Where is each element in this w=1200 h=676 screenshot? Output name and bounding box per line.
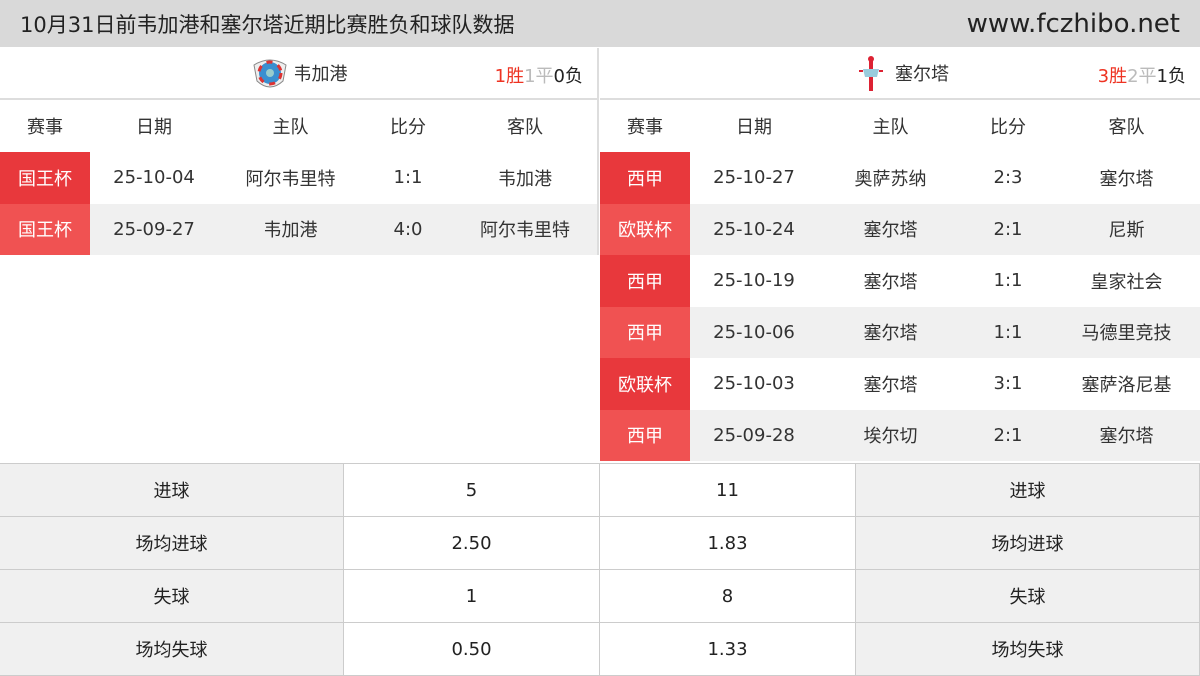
match-score[interactable]: 4:0 xyxy=(393,218,423,240)
competition-badge[interactable]: 西甲 xyxy=(600,255,690,307)
team-name[interactable]: 塞尔塔 xyxy=(895,64,949,85)
match-row[interactable]: 西甲 25-10-06 塞尔塔 1:1 马德里竞技 xyxy=(600,306,1200,358)
competition-badge[interactable]: 西甲 xyxy=(600,409,690,461)
right-stat-value: 8 xyxy=(600,570,856,622)
stat-label: 失球 xyxy=(0,570,344,622)
home-team[interactable]: 阿尔韦里特 xyxy=(245,168,336,190)
stats-table: 进球 5 11 进球 场均进球 2.50 1.83 场均进球 失球 1 8 失球 场均… xyxy=(0,463,1200,676)
home-team[interactable]: 塞尔塔 xyxy=(863,374,918,396)
away-team[interactable]: 阿尔韦里特 xyxy=(480,220,570,242)
stat-label: 场均失球 xyxy=(856,623,1200,675)
stat-label: 场均失球 xyxy=(0,623,344,675)
stat-row: 失球 1 8 失球 xyxy=(0,570,1200,623)
stat-label: 进球 xyxy=(0,464,344,516)
stat-row: 进球 5 11 进球 xyxy=(0,464,1200,517)
match-row[interactable]: 西甲 25-09-28 埃尔切 2:1 塞尔塔 xyxy=(600,409,1200,461)
left-team-panel: 韦加港 1胜1平0负 赛事 日期 主队 比分 客队 国王杯 25-10-04 阿尔韦里特… xyxy=(0,48,599,255)
match-score[interactable]: 1:1 xyxy=(393,167,423,189)
away-team[interactable]: 尼斯 xyxy=(1108,220,1145,242)
left-stat-value: 5 xyxy=(344,464,600,516)
team-record: 1胜1平0负 xyxy=(494,66,583,87)
match-row[interactable]: 欧联杯 25-10-03 塞尔塔 3:1 塞萨洛尼基 xyxy=(600,358,1200,410)
competition-badge[interactable]: 欧联杯 xyxy=(600,358,690,410)
right-stat-value: 1.33 xyxy=(600,623,856,675)
stat-label: 场均进球 xyxy=(856,517,1200,569)
home-team[interactable]: 塞尔塔 xyxy=(863,220,918,242)
stat-label: 场均进球 xyxy=(0,517,344,569)
home-team[interactable]: 奥萨苏纳 xyxy=(854,168,927,190)
competition-badge[interactable]: 西甲 xyxy=(600,306,690,358)
match-score[interactable]: 2:3 xyxy=(993,167,1023,189)
left-stat-value: 0.50 xyxy=(344,623,600,675)
competition-badge[interactable]: 西甲 xyxy=(600,152,690,204)
team-record: 3胜2平1负 xyxy=(1097,66,1186,87)
home-team[interactable]: 塞尔塔 xyxy=(863,323,918,345)
team-header: 韦加港 1胜1平0负 xyxy=(0,48,597,100)
match-row[interactable]: 西甲 25-10-27 奥萨苏纳 2:3 塞尔塔 xyxy=(600,152,1200,204)
right-stat-value: 11 xyxy=(600,464,856,516)
away-team[interactable]: 塞萨洛尼基 xyxy=(1081,374,1172,396)
left-stat-value: 2.50 xyxy=(344,517,600,569)
team-name[interactable]: 韦加港 xyxy=(293,64,348,85)
match-row[interactable]: 国王杯 25-10-04 阿尔韦里特 1:1 韦加港 xyxy=(0,152,597,204)
match-date: 25-09-27 xyxy=(113,218,195,240)
right-team-panel: 塞尔塔 3胜2平1负 赛事 日期 主队 比分 客队 西甲 25-10-27 奥萨苏纳 2… xyxy=(600,48,1200,461)
match-date: 25-10-04 xyxy=(113,167,195,189)
home-team[interactable]: 韦加港 xyxy=(263,220,318,242)
match-row[interactable]: 西甲 25-10-19 塞尔塔 1:1 皇家社会 xyxy=(600,255,1200,307)
page-title: 10月31日前韦加港和塞尔塔近期比赛胜负和球队数据 xyxy=(20,12,515,37)
left-stat-value: 1 xyxy=(344,570,600,622)
table-header: 赛事 日期 主队 比分 客队 xyxy=(27,117,543,138)
match-row[interactable]: 国王杯 25-09-27 韦加港 4:0 阿尔韦里特 xyxy=(0,203,597,255)
match-date: 25-09-28 xyxy=(713,424,795,446)
stat-label: 失球 xyxy=(856,570,1200,622)
stat-row: 场均失球 0.50 1.33 场均失球 xyxy=(0,623,1200,676)
match-date: 25-10-19 xyxy=(713,270,795,292)
away-team[interactable]: 皇家社会 xyxy=(1090,271,1163,293)
stat-row: 场均进球 2.50 1.83 场均进球 xyxy=(0,517,1200,570)
match-date: 25-10-24 xyxy=(713,218,795,240)
match-score[interactable]: 3:1 xyxy=(993,373,1023,395)
team-header: 塞尔塔 3胜2平1负 xyxy=(600,48,1200,100)
away-team[interactable]: 马德里竞技 xyxy=(1081,323,1172,345)
right-stat-value: 1.83 xyxy=(600,517,856,569)
match-score[interactable]: 2:1 xyxy=(993,218,1023,240)
match-score[interactable]: 2:1 xyxy=(993,424,1023,446)
match-date: 25-10-06 xyxy=(713,321,795,343)
vigo-port-logo-icon xyxy=(252,59,287,88)
competition-badge[interactable]: 国王杯 xyxy=(0,152,90,204)
title-bar: 10月31日前韦加港和塞尔塔近期比赛胜负和球队数据 www.fczhibo.ne… xyxy=(0,0,1200,47)
match-date: 25-10-03 xyxy=(713,373,795,395)
away-team[interactable]: 塞尔塔 xyxy=(1099,168,1154,190)
site-name[interactable]: www.fczhibo.net xyxy=(966,8,1180,39)
celta-logo-icon xyxy=(859,56,883,91)
home-team[interactable]: 埃尔切 xyxy=(863,426,918,448)
home-team[interactable]: 塞尔塔 xyxy=(863,271,918,293)
match-score[interactable]: 1:1 xyxy=(993,321,1023,343)
match-date: 25-10-27 xyxy=(713,167,795,189)
match-row[interactable]: 欧联杯 25-10-24 塞尔塔 2:1 尼斯 xyxy=(600,203,1200,255)
away-team[interactable]: 塞尔塔 xyxy=(1099,426,1154,448)
match-score[interactable]: 1:1 xyxy=(993,270,1023,292)
away-team[interactable]: 韦加港 xyxy=(498,168,552,190)
competition-badge[interactable]: 欧联杯 xyxy=(600,203,690,255)
stat-label: 进球 xyxy=(856,464,1200,516)
competition-badge[interactable]: 国王杯 xyxy=(0,203,90,255)
table-header: 赛事 日期 主队 比分 客队 xyxy=(627,117,1145,138)
